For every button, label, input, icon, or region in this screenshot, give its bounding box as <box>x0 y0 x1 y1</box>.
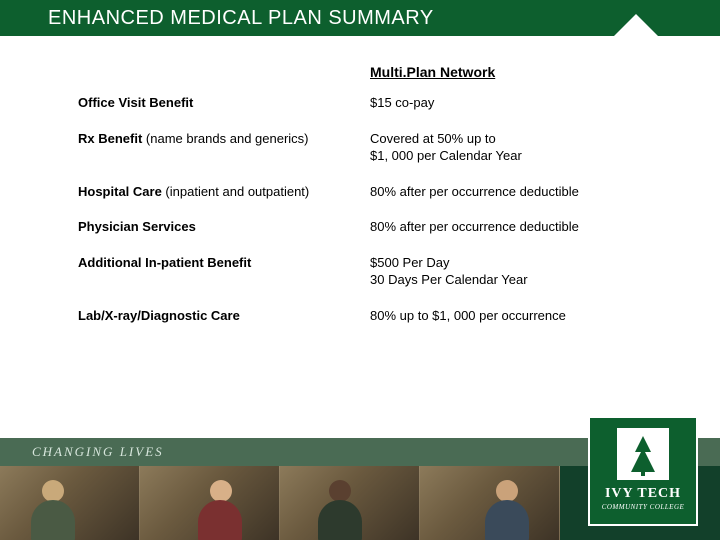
benefit-label-bold: Rx Benefit <box>78 131 142 146</box>
benefit-label-bold: Hospital Care <box>78 184 162 199</box>
footer-tagline: CHANGING LIVES <box>0 444 164 460</box>
benefit-label-bold: Office Visit Benefit <box>78 95 193 110</box>
benefit-label-bold: Additional In-patient Benefit <box>78 255 251 270</box>
table-row: Physician Services 80% after per occurren… <box>78 218 678 236</box>
table-row: Rx Benefit (name brands and generics)Cov… <box>78 130 678 165</box>
photo-placeholder <box>420 466 560 540</box>
benefit-label: Rx Benefit (name brands and generics) <box>78 130 370 165</box>
benefit-value: $15 co-pay <box>370 94 678 112</box>
table-row: Office Visit Benefit $15 co-pay <box>78 94 678 112</box>
benefit-value: $500 Per Day 30 Days Per Calendar Year <box>370 254 678 289</box>
benefit-value: 80% after per occurrence deductible <box>370 218 678 236</box>
table-row: Lab/X-ray/Diagnostic Care 80% up to $1, 0… <box>78 307 678 325</box>
people-photo-strip <box>0 466 560 540</box>
photo-placeholder <box>0 466 140 540</box>
table-row: Additional In-patient Benefit $500 Per Da… <box>78 254 678 289</box>
benefit-value: 80% after per occurrence deductible <box>370 183 678 201</box>
benefit-label: Physician Services <box>78 218 370 236</box>
benefit-label-bold: Physician Services <box>78 219 196 234</box>
benefit-label: Hospital Care (inpatient and outpatient) <box>78 183 370 201</box>
benefit-label: Office Visit Benefit <box>78 94 370 112</box>
header-bar: ENHANCED MEDICAL PLAN SUMMARY <box>0 0 720 36</box>
table-row: Hospital Care (inpatient and outpatient)… <box>78 183 678 201</box>
slide: ENHANCED MEDICAL PLAN SUMMARY Multi.Plan… <box>0 0 720 540</box>
benefits-table: Multi.Plan Network Office Visit Benefit $… <box>78 64 678 342</box>
header-notch-icon <box>614 14 658 36</box>
tree-icon <box>617 428 669 480</box>
benefit-label: Additional In-patient Benefit <box>78 254 370 289</box>
ivy-tech-logo: IVY TECH COMMUNITY COLLEGE <box>588 416 698 526</box>
photo-placeholder <box>280 466 420 540</box>
benefit-value: 80% up to $1, 000 per occurrence <box>370 307 678 325</box>
benefit-label-rest: (name brands and generics) <box>142 131 308 146</box>
benefit-label-rest: (inpatient and outpatient) <box>162 184 309 199</box>
benefit-label-bold: Lab/X-ray/Diagnostic Care <box>78 308 240 323</box>
header-title: ENHANCED MEDICAL PLAN SUMMARY <box>0 7 434 30</box>
footer: CHANGING LIVES IVY TECH COMMUNITY COLLEG… <box>0 438 720 540</box>
benefit-label: Lab/X-ray/Diagnostic Care <box>78 307 370 325</box>
column-header: Multi.Plan Network <box>370 64 678 80</box>
table-header-spacer <box>78 64 370 80</box>
logo-text-sub: COMMUNITY COLLEGE <box>602 503 685 511</box>
benefit-value: Covered at 50% up to $1, 000 per Calenda… <box>370 130 678 165</box>
logo-text-main: IVY TECH <box>605 486 681 502</box>
table-header-row: Multi.Plan Network <box>78 64 678 80</box>
photo-placeholder <box>140 466 280 540</box>
